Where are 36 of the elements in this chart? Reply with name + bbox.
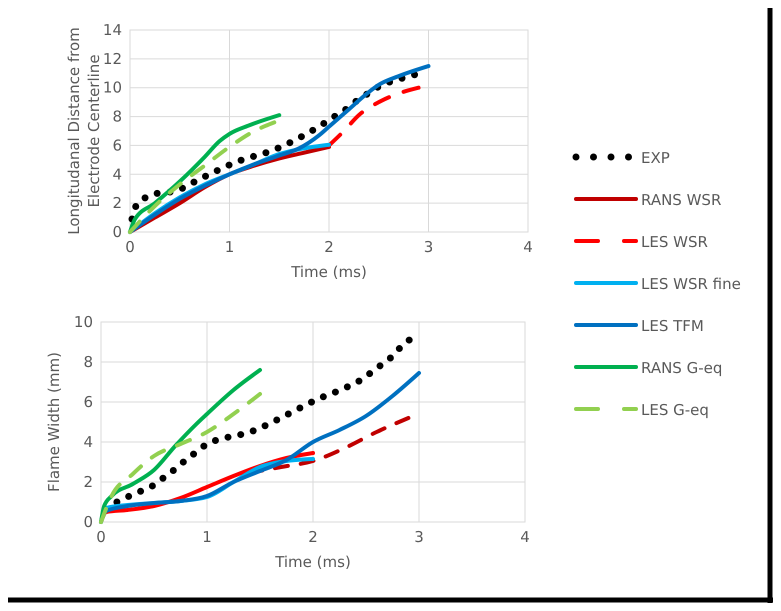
- y-tick-label: 12: [102, 50, 122, 68]
- y-tick-label: 0: [112, 223, 122, 241]
- y-tick-label: 8: [83, 353, 93, 371]
- y-axis-title: Flame Width (mm): [45, 352, 63, 492]
- y-tick-label: 6: [112, 136, 122, 154]
- y-tick-label: 2: [83, 473, 93, 491]
- legend-label: LES TFM: [641, 317, 704, 335]
- y-axis-title: Longitudanal Distance from Electrode Centerline: [65, 27, 103, 235]
- x-tick-label: 2: [324, 238, 334, 256]
- legend-label: EXP: [641, 149, 670, 167]
- x-tick-label: 3: [424, 238, 434, 256]
- y-tick-label: 10: [74, 313, 93, 331]
- x-tick-label: 4: [520, 528, 530, 546]
- x-tick-label: 0: [125, 238, 135, 256]
- y-tick-label: 6: [83, 393, 93, 411]
- x-axis-title: Time (ms): [274, 553, 351, 571]
- y-tick-label: 8: [112, 108, 122, 126]
- legend-label: RANS G-eq: [641, 359, 722, 377]
- y-tick-label: 4: [83, 433, 93, 451]
- x-tick-label: 1: [224, 238, 234, 256]
- x-axis-title: Time (ms): [290, 263, 367, 281]
- x-tick-label: 3: [414, 528, 424, 546]
- y-tick-label: 10: [102, 78, 122, 97]
- x-tick-label: 1: [202, 528, 212, 546]
- legend-label: LES G-eq: [641, 401, 709, 419]
- x-tick-label: 4: [523, 238, 533, 256]
- y-tick-label: 14: [102, 21, 122, 39]
- x-tick-label: 2: [308, 528, 318, 546]
- line-series: [327, 86, 421, 148]
- line-series: [99, 392, 262, 524]
- legend-label: RANS WSR: [641, 191, 722, 209]
- legend-label: LES WSR fine: [641, 275, 741, 293]
- legend-label: LES WSR: [641, 233, 708, 251]
- y-tick-label: 0: [83, 513, 93, 531]
- y-tick-label: 2: [112, 194, 122, 212]
- y-tick-label: 4: [112, 165, 122, 184]
